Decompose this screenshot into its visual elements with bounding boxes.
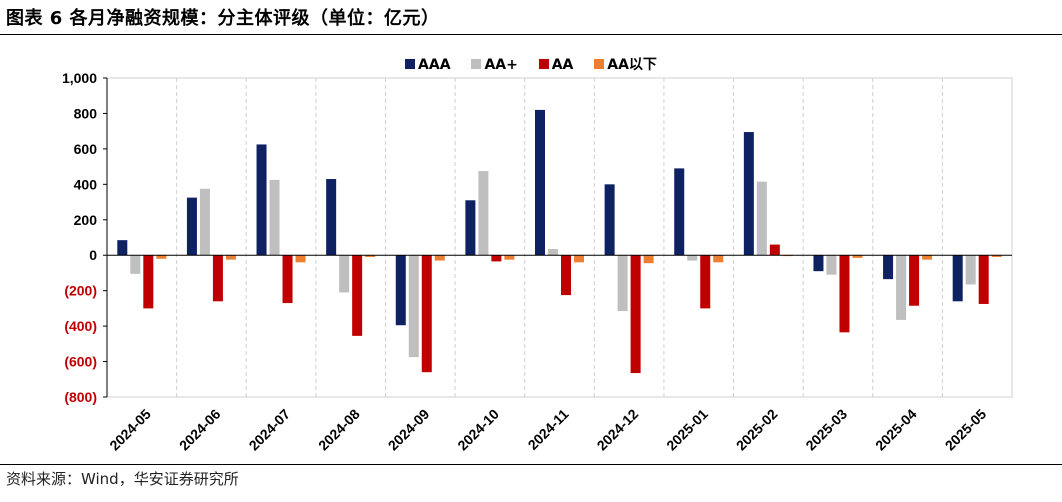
bar-aaa-2024-08 — [326, 179, 337, 256]
bar-aa以下-2024-12 — [643, 255, 654, 264]
y-tick-label: (600) — [64, 354, 97, 370]
bar-aa-plus-2025-02 — [756, 181, 767, 256]
x-tick-label: 2025-01 — [663, 406, 711, 454]
bar-aa以下-2025-05 — [991, 255, 1002, 257]
bar-chart: 1,000 800 600 400 200 0 (200) (400) (600) (800) 20… — [62, 70, 1013, 454]
y-tick-label: (400) — [64, 318, 97, 334]
bar-aaa-2024-07 — [256, 144, 267, 256]
bar-aa-2025-05 — [978, 255, 989, 304]
bar-aa-2024-12 — [630, 255, 641, 374]
y-tick-label: 200 — [74, 212, 98, 228]
legend-item-aa-plus: AA+ — [471, 57, 518, 73]
bar-aa以下-2024-07 — [295, 255, 306, 263]
bar-aa以下-2025-03 — [852, 255, 863, 258]
bar-aa-plus-2024-10 — [478, 171, 489, 256]
plot-area — [106, 77, 1013, 398]
legend-swatch-aa — [538, 59, 549, 69]
x-tick-label: 2024-05 — [106, 406, 154, 454]
bar-aa-2024-06 — [212, 255, 223, 302]
bar-aa-plus-2025-05 — [965, 255, 976, 285]
bar-aaa-2024-05 — [117, 240, 128, 256]
x-tick-label: 2024-06 — [176, 406, 224, 454]
legend-swatch-aa-below — [594, 59, 605, 69]
bar-aa-plus-2024-05 — [130, 255, 141, 274]
x-tick-label: 2024-12 — [594, 406, 642, 454]
y-tick-label: 400 — [74, 176, 98, 192]
bar-aa-2024-07 — [282, 255, 293, 304]
bar-aa-2025-01 — [700, 255, 711, 309]
x-tick-label: 2025-05 — [942, 406, 990, 454]
bar-aa-2025-03 — [839, 255, 850, 333]
bar-aa-plus-2025-01 — [687, 255, 698, 261]
legend-item-aa-below: AA以下 — [594, 54, 657, 74]
bar-aa-plus-2024-08 — [339, 255, 350, 293]
x-tick-label: 2024-11 — [525, 406, 572, 453]
bar-aaa-2024-06 — [186, 197, 197, 256]
legend-item-aaa: AAA — [405, 57, 451, 73]
bar-aaa-2024-09 — [395, 255, 406, 326]
bar-aa-plus-2024-06 — [199, 188, 210, 256]
bar-aa以下-2024-05 — [156, 255, 167, 259]
bar-aaa-2024-10 — [465, 200, 476, 256]
bar-aa-plus-2025-04 — [896, 255, 907, 320]
y-tick-label: 1,000 — [62, 70, 97, 86]
bar-aa以下-2024-06 — [225, 255, 236, 260]
x-tick-label: 2025-02 — [733, 406, 781, 454]
bar-aaa-2025-01 — [674, 168, 685, 256]
y-tick-label: (200) — [64, 283, 97, 299]
y-tick-label: 800 — [74, 105, 98, 121]
bar-aa-plus-2024-12 — [617, 255, 628, 312]
bar-aaa-2025-03 — [813, 255, 824, 272]
chart-title: 图表 6 各月净融资规模：分主体评级（单位：亿元） — [6, 8, 440, 29]
bar-aaa-2024-11 — [535, 109, 545, 256]
legend-swatch-aa-plus — [471, 59, 482, 69]
bar-aa-2024-08 — [352, 255, 363, 336]
chart-legend: AAA AA+ AA AA以下 — [0, 54, 1062, 74]
bar-aa-2025-02 — [769, 244, 780, 256]
y-tick-label: 0 — [89, 247, 97, 263]
bar-aa以下-2024-11 — [574, 255, 584, 263]
y-tick-label: (800) — [64, 389, 97, 405]
legend-label-aa-below: AA以下 — [607, 57, 657, 73]
legend-label-aa: AA — [551, 57, 574, 73]
bar-aa-plus-2024-09 — [408, 255, 419, 358]
title-divider — [0, 34, 1062, 35]
bar-aa-plus-2025-03 — [826, 255, 837, 275]
bar-aa以下-2024-08 — [365, 255, 376, 257]
bar-aaa-2025-04 — [883, 255, 894, 280]
bar-aa-2025-04 — [909, 255, 920, 306]
y-tick-label: 600 — [74, 141, 98, 157]
legend-item-aa: AA — [538, 57, 574, 73]
bar-aa-2024-09 — [421, 255, 432, 373]
bar-aa以下-2024-10 — [504, 255, 515, 260]
x-tick-label: 2024-09 — [385, 406, 433, 454]
bar-aaa-2025-02 — [743, 132, 754, 256]
legend-label-aaa: AAA — [418, 57, 451, 73]
bar-aaa-2025-05 — [952, 255, 963, 302]
legend-label-aa-plus: AA+ — [484, 57, 518, 73]
bar-aaa-2024-12 — [604, 184, 615, 256]
bar-aa-2024-05 — [143, 255, 154, 309]
legend-swatch-aaa — [405, 59, 416, 69]
x-tick-label: 2025-04 — [872, 406, 920, 454]
bar-aa以下-2025-01 — [713, 255, 724, 263]
x-tick-label: 2024-10 — [454, 406, 502, 454]
x-tick-label: 2025-03 — [802, 406, 850, 454]
x-tick-label: 2024-07 — [246, 406, 294, 454]
bar-aa-2024-11 — [561, 255, 571, 296]
x-tick-label: 2024-08 — [315, 406, 363, 454]
bar-aa-plus-2024-11 — [548, 249, 558, 256]
bar-aa以下-2024-09 — [434, 255, 445, 261]
bar-aa-plus-2024-07 — [269, 179, 280, 256]
source-note: 资料来源：Wind，华安证券研究所 — [6, 470, 239, 488]
bar-aa以下-2025-04 — [922, 255, 933, 260]
footer-divider — [0, 464, 1062, 465]
bar-aa-2024-10 — [491, 255, 502, 262]
